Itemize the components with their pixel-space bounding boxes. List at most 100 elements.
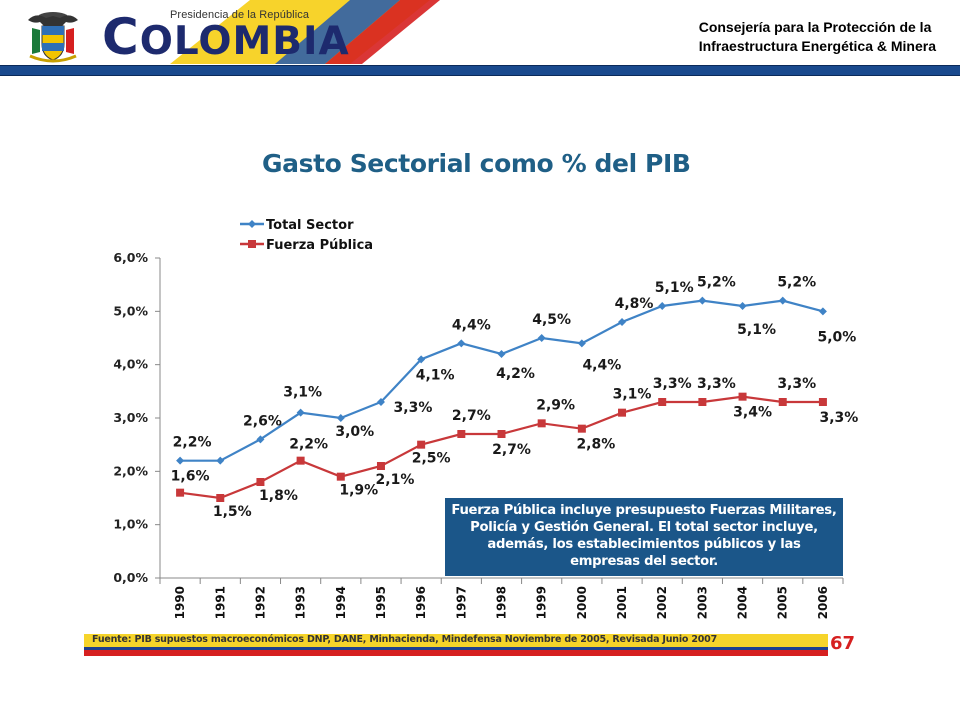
total-sector-label: 5,2% [777,275,816,291]
logo-subtitle: Presidencia de la República [170,9,310,21]
fuerza-publica-label: 3,3% [819,410,858,426]
fuerza-publica-label: 2,7% [492,442,531,458]
y-tick-label: 5,0% [113,303,148,318]
legend-marker [248,240,256,248]
total-sector-label: 3,1% [283,385,322,401]
footer-blue-stripe [84,647,828,650]
fuerza-publica-label: 3,3% [653,376,692,392]
annotation-box: Fuerza Pública incluye presupuesto Fuerz… [445,498,843,576]
x-tick-label: 1994 [334,586,348,619]
total-sector-label: 5,1% [655,280,694,296]
total-sector-point [376,398,385,406]
total-sector-point [618,318,627,326]
total-sector-label: 4,1% [416,367,455,383]
header: Presidencia de la República COLOMBIA Con… [0,0,960,76]
fuerza-publica-point [658,398,667,406]
y-tick-label: 1,0% [113,517,148,532]
total-sector-point [216,456,225,465]
x-tick-label: 1992 [253,586,267,619]
fuerza-publica-point [417,440,426,449]
fuerza-publica-point [577,424,586,433]
logo-wordmark: COLOMBIA [102,8,350,64]
total-sector-point [296,408,305,417]
fuerza-publica-label: 3,4% [733,405,772,421]
axes: 0,0% 1,0% 2,0% 3,0% 4,0% 5,0% 6,0% 1990 1991 1992… [113,250,844,619]
x-tick-label: 2006 [816,586,830,619]
x-tick-label: 2004 [736,586,750,619]
total-sector-label: 2,2% [173,435,212,451]
x-tick-label: 1991 [213,586,227,619]
x-tick-label: 2005 [776,586,790,619]
fuerza-publica-label: 3,1% [613,387,652,403]
x-tick-label: 1999 [535,586,549,619]
total-sector-point [497,350,506,358]
fuerza-publica-point [376,462,385,470]
fuerza-publica-label: 2,5% [412,451,451,467]
x-tick-label: 1997 [454,586,468,619]
source-bar [84,634,828,647]
total-sector-label: 2,6% [243,413,282,429]
x-tick-label: 1996 [414,586,428,619]
annotation-line-4: empresas del sector. [570,554,718,569]
fuerza-publica-label: 2,1% [376,472,415,488]
fuerza-publica-point [256,478,265,486]
source-text: Fuente: PIB supuestos macroeconómicos DN… [92,634,718,645]
total-sector-label: 4,4% [582,357,621,373]
x-tick-label: 1990 [173,586,187,619]
fuerza-publica-point [818,398,827,406]
total-sector-label: 4,2% [496,366,535,382]
total-sector-point [336,414,345,422]
footer-red-stripe [84,650,828,656]
flag-swoosh-icon [170,0,440,64]
total-sector-label: 5,0% [817,329,856,345]
fuerza-publica-point [296,456,305,465]
fuerza-publica-point [457,430,466,438]
fuerza-publica-label: 3,3% [777,376,816,392]
fuerza-publica-point [176,488,185,497]
total-sector-point [417,355,426,364]
total-sector-point [778,296,787,305]
fuerza-publica-label: 1,5% [213,504,252,520]
total-sector-point [698,296,707,305]
chart-title: Gasto Sectorial como % del PIB [262,149,691,178]
total-sector-label: 4,8% [615,296,654,312]
y-tick-label: 0,0% [113,570,148,585]
fuerza-publica-point [537,419,546,428]
total-sector-label: 4,5% [532,312,571,328]
legend-marker [248,220,256,228]
legend-label: Fuerza Pública [266,238,373,253]
fuerza-publica-point [336,472,345,481]
y-tick-label: 2,0% [113,463,148,478]
annotation-line-2: Policía y Gestión General. El total sect… [470,520,818,535]
x-tick-label: 2000 [575,586,589,619]
fuerza-publica-point [618,408,627,417]
total-sector-label: 3,3% [394,400,433,416]
x-tick-label: 2001 [615,586,629,619]
total-sector-point [537,334,546,342]
organization-name: Consejería para la Protección de la Infr… [698,19,936,54]
fuerza-publica-point [497,430,506,438]
fuerza-publica-label: 1,8% [259,488,298,504]
series-group [176,296,827,502]
total-sector-point [176,456,185,465]
fuerza-publica-label: 3,3% [697,376,736,392]
legend: Total Sector Fuerza Pública [240,218,373,253]
fuerza-publica-point [778,398,787,406]
total-sector-point [738,302,747,310]
annotation-line-1: Fuerza Pública incluye presupuesto Fuerz… [451,503,837,518]
total-sector-label: 4,4% [452,317,491,333]
fuerza-publica-label: 2,2% [289,437,328,453]
fuerza-publica-label: 2,7% [452,408,491,424]
colombia-logo: Presidencia de la República COLOMBIA [100,0,440,64]
total-sector-point [577,339,586,348]
total-sector-point [457,339,466,348]
x-tick-label: 1995 [374,586,388,619]
y-tick-label: 3,0% [113,410,148,425]
y-tick-label: 6,0% [113,250,148,265]
fuerza-publica-point [216,494,225,502]
legend-label: Total Sector [266,218,354,233]
coat-of-arms-icon [28,12,78,63]
total-sector-label: 5,2% [697,275,736,291]
annotation-line-3: además, los establecimientos públicos y … [487,537,801,552]
